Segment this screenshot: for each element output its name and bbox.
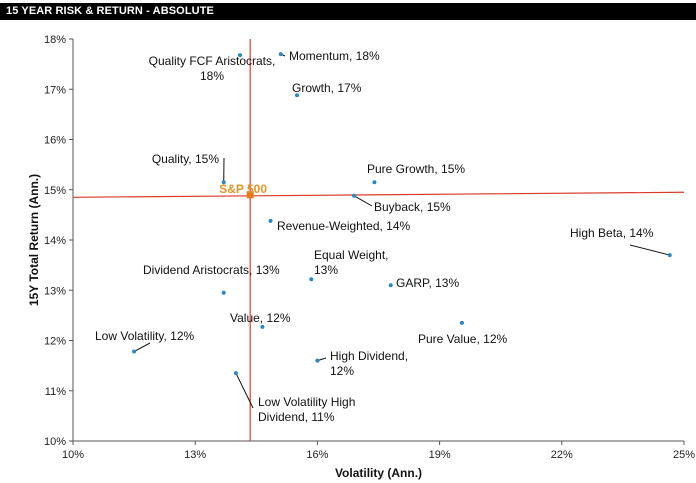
y-axis-title: 15Y Total Return (Ann.) [27,174,41,306]
point-label-revenue-weighted: Revenue-Weighted, 14% [277,219,411,233]
point-label-growth: Growth, 17% [292,81,362,95]
point-label-quality: Quality, 15% [152,152,219,166]
point-label-quality-fcf-aristocrats: 18% [200,69,224,83]
point-label-garp: GARP, 13% [396,276,459,290]
data-point-dividend-aristocrats [221,290,226,295]
data-point-quality [221,180,226,185]
point-label-equal-weight: 13% [314,263,338,277]
data-point-garp [388,283,393,288]
data-point-revenue-weighted [268,218,273,223]
leader-line-low-volatility-high-dividend [235,372,254,409]
benchmark-point-sp500 [246,191,254,199]
header-bar-extension [418,3,696,20]
point-label-value: Value, 12% [230,311,291,325]
x-axis-title: Volatility (Ann.) [335,466,422,480]
data-point-high-beta [667,253,672,258]
point-label-high-beta: High Beta, 14% [570,226,654,240]
data-point-quality-fcf-aristocrats [238,53,243,58]
data-point-buyback [352,193,357,198]
point-label-momentum: Momentum, 18% [289,49,380,63]
point-label-low-volatility: Low Volatility, 12% [95,329,194,343]
point-label-high-dividend: 12% [330,364,354,378]
y-tick-label: 15% [44,185,66,197]
y-tick-label: 17% [44,84,66,96]
x-tick-label: 19% [429,449,451,461]
point-label-buyback: Buyback, 15% [374,200,451,214]
y-tick-label: 12% [44,336,66,348]
data-point-pure-growth [372,180,377,185]
leader-line-low-volatility [133,342,151,352]
leader-line-buyback [353,195,373,207]
data-point-high-dividend [315,358,320,363]
data-point-pure-value [460,320,465,325]
benchmark-horizontal-line [72,191,685,198]
leader-line-high-beta [629,244,670,256]
x-tick-label: 25% [673,449,695,461]
data-point-low-volatility-high-dividend [233,371,238,376]
x-tick-label: 13% [184,449,206,461]
y-tick-label: 14% [44,235,66,247]
y-tick-label: 16% [44,135,66,147]
y-tick-label: 18% [44,34,66,46]
point-label-pure-value: Pure Value, 12% [418,332,507,346]
chart-title: 15 YEAR RISK & RETURN - ABSOLUTE [6,5,214,17]
data-point-equal-weight [309,277,314,282]
data-point-value [260,324,265,329]
y-tick-label: 10% [44,436,66,448]
y-tick-label: 11% [45,386,66,398]
x-tick-label: 10% [62,449,84,461]
point-label-dividend-aristocrats: Dividend Aristocrats, 13% [143,263,280,277]
data-point-momentum [278,52,283,57]
point-label-high-dividend: High Dividend, [330,349,408,363]
point-label-low-volatility-high-dividend: Low Volatility High [258,395,355,409]
point-label-pure-growth: Pure Growth, 15% [367,162,465,176]
data-point-low-volatility [132,349,137,354]
benchmark-label-sp500: S&P 500 [219,182,267,196]
point-label-equal-weight: Equal Weight, [314,248,389,262]
x-tick-label: 22% [551,449,573,461]
y-tick-label: 13% [44,285,66,297]
x-tick-label: 16% [306,449,328,461]
point-label-low-volatility-high-dividend: Dividend, 11% [258,410,335,424]
chart-header-bar: 15 YEAR RISK & RETURN - ABSOLUTE [0,3,418,20]
data-point-growth [295,93,300,98]
point-label-quality-fcf-aristocrats: Quality FCF Aristocrats, [149,54,276,68]
